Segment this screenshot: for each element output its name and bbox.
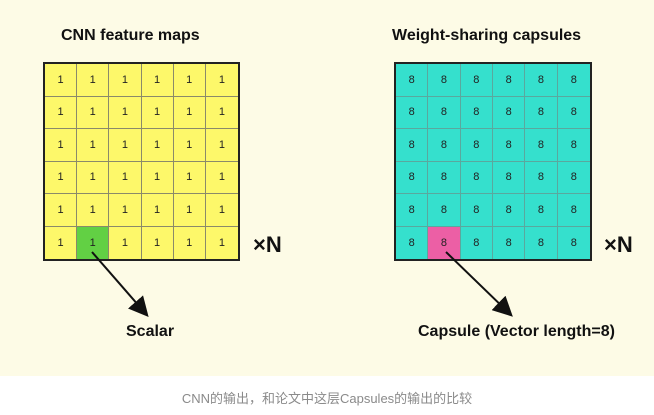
capsule-cell: 8	[557, 194, 590, 227]
cnn-cell: 1	[141, 96, 174, 129]
capsule-cell: 8	[525, 64, 558, 97]
cnn-cell: 1	[45, 161, 78, 194]
cnn-cell: 1	[45, 96, 78, 129]
capsule-cell: 8	[492, 96, 526, 129]
capsule-cell: 8	[396, 161, 429, 194]
capsule-cell: 8	[525, 129, 558, 162]
cnn-cell: 1	[141, 129, 174, 162]
cnn-cell: 1	[174, 226, 206, 259]
capsule-cell: 8	[428, 96, 461, 129]
capsule-arrow	[445, 251, 513, 317]
scalar-label: Scalar	[126, 323, 175, 340]
capsule-cell: 8	[396, 129, 429, 162]
cnn-cell: 1	[173, 129, 206, 162]
figure-panel: CNN feature maps Weight-sharing capsules…	[0, 0, 654, 376]
cnn-cell: 1	[173, 161, 206, 194]
capsule-cell: 8	[492, 64, 526, 97]
cnn-cell: 1	[109, 161, 142, 194]
capsule-cell: 8	[525, 96, 558, 129]
cnn-cell: 1	[109, 226, 142, 259]
cnn-cell: 1	[205, 162, 238, 194]
capsule-cell: 8	[492, 161, 526, 194]
cnn-cell: 1	[141, 194, 174, 227]
cnn-cell: 1	[77, 161, 110, 194]
capsule-highlighted-cell: 8	[428, 226, 461, 259]
cnn-cell: 1	[45, 226, 78, 259]
cnn-cell: 1	[109, 129, 142, 162]
capsule-cell: 8	[396, 226, 429, 259]
capsule-cell: 8	[396, 96, 429, 129]
capsule-cell: 8	[461, 226, 493, 259]
capsule-cell: 8	[557, 64, 590, 97]
capsules-title: Weight-sharing capsules	[392, 27, 582, 44]
cnn-cell: 1	[77, 129, 110, 162]
capsules-multiplier: ×N	[604, 232, 633, 257]
capsule-cell: 8	[428, 64, 461, 97]
capsule-label: Capsule (Vector length=8)	[418, 323, 615, 340]
capsule-cell: 8	[557, 162, 590, 194]
cnn-cell: 1	[109, 194, 142, 227]
cnn-cell: 1	[45, 129, 78, 162]
capsule-cell: 8	[396, 64, 429, 97]
cnn-cell: 1	[173, 194, 206, 227]
capsule-cell: 8	[428, 161, 461, 194]
cnn-cell: 1	[142, 226, 174, 259]
cnn-cell: 1	[45, 194, 78, 227]
capsule-cell: 8	[570, 236, 577, 249]
capsule-cell: 8	[493, 226, 526, 259]
cnn-cell: 1	[205, 129, 238, 162]
cnn-multiplier: ×N	[253, 232, 282, 257]
capsule-cell: 8	[460, 64, 493, 97]
capsule-cell: 8	[460, 129, 493, 162]
capsule-cell: 8	[492, 194, 526, 227]
pointer-arrows	[91, 251, 513, 318]
capsule-cell: 8	[525, 194, 558, 227]
capsule-cell: 8	[557, 129, 590, 162]
cnn-cell: 1	[173, 96, 206, 129]
capsule-cell: 8	[557, 97, 590, 129]
figure-caption: CNN的输出，和论文中这层Capsules的输出的比较	[181, 391, 473, 406]
cnn-cell: 1	[205, 97, 238, 129]
cnn-cell: 1	[77, 64, 110, 97]
cnn-cell: 1	[205, 194, 238, 227]
capsule-cell: 8	[492, 129, 526, 162]
capsule-cell: 8	[460, 194, 493, 227]
cnn-cell: 1	[77, 96, 110, 129]
cnn-cell: 1	[141, 161, 174, 194]
cnn-highlighted-cell: 1	[77, 226, 110, 259]
cnn-cell: 1	[77, 194, 110, 227]
scalar-arrow	[91, 251, 149, 318]
cnn-cell: 1	[45, 64, 78, 97]
cnn-title: CNN feature maps	[61, 27, 200, 44]
cnn-cell: 1	[205, 64, 238, 97]
capsule-cell: 8	[525, 226, 558, 259]
capsule-cell: 8	[428, 129, 461, 162]
cnn-cell: 1	[109, 64, 142, 97]
capsule-cell: 8	[460, 96, 493, 129]
cnn-cell: 1	[109, 96, 142, 129]
cnn-cell: 1	[218, 236, 225, 249]
capsule-cell: 8	[428, 194, 461, 227]
cnn-cell: 1	[141, 64, 174, 97]
capsule-cell: 8	[460, 161, 493, 194]
capsule-cell: 8	[396, 194, 429, 227]
capsule-cell: 8	[525, 161, 558, 194]
cnn-cell: 1	[173, 64, 206, 97]
